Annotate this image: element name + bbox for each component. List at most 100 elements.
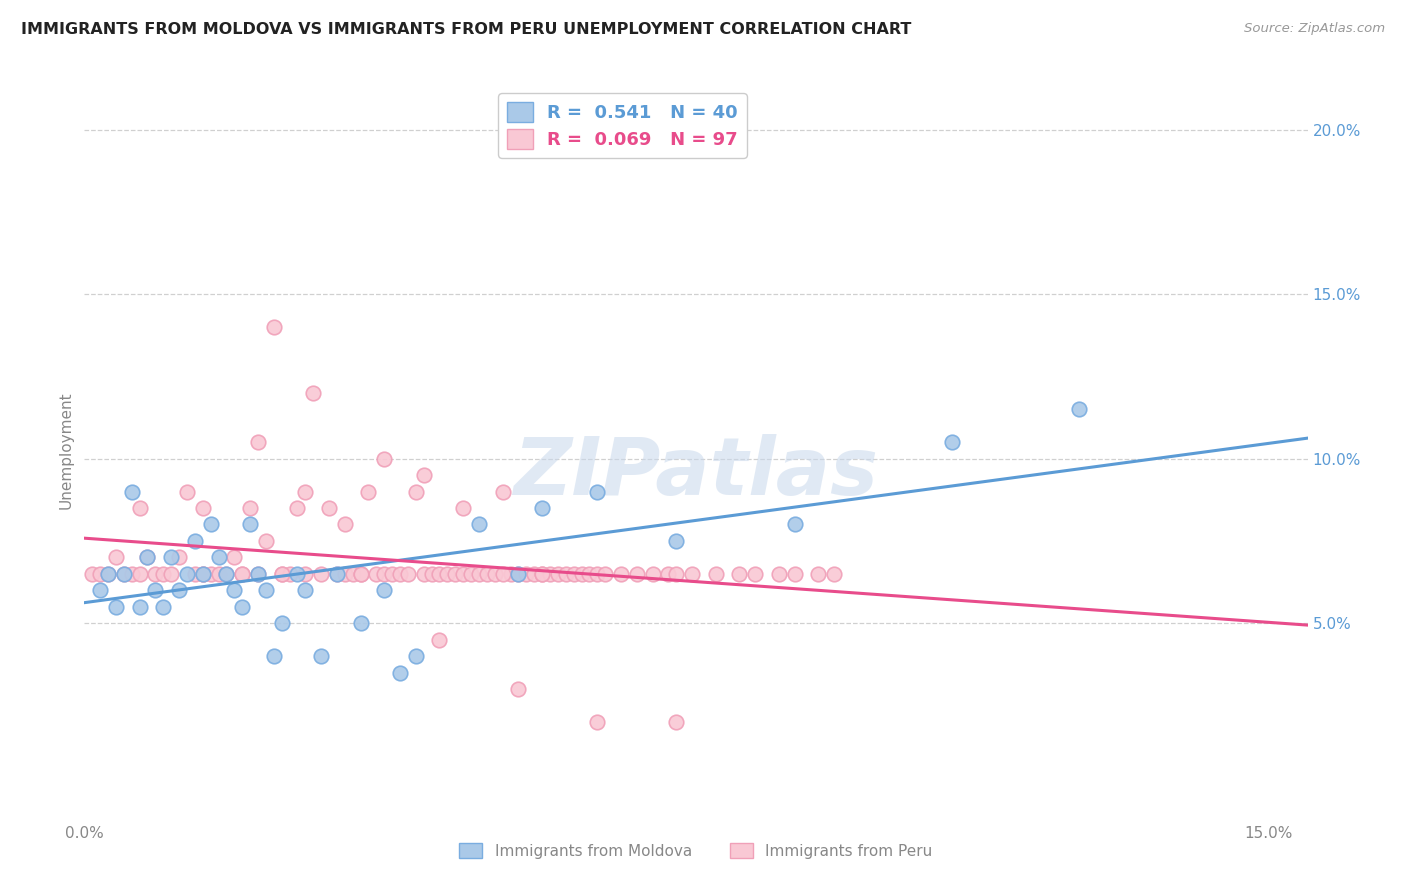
- Point: [523, 566, 546, 581]
- Point: [136, 550, 159, 565]
- Point: [207, 566, 229, 581]
- Point: [412, 468, 434, 483]
- Point: [104, 550, 127, 565]
- Point: [531, 566, 554, 581]
- Point: [207, 550, 229, 565]
- Point: [665, 533, 688, 548]
- Point: [807, 566, 830, 581]
- Point: [768, 566, 790, 581]
- Point: [215, 566, 238, 581]
- Point: [429, 566, 451, 581]
- Point: [97, 566, 120, 581]
- Point: [586, 566, 609, 581]
- Point: [89, 583, 111, 598]
- Point: [728, 566, 751, 581]
- Point: [184, 533, 207, 548]
- Point: [145, 583, 167, 598]
- Point: [128, 566, 150, 581]
- Point: [578, 566, 600, 581]
- Point: [176, 484, 198, 499]
- Point: [191, 566, 214, 581]
- Point: [641, 566, 664, 581]
- Point: [231, 599, 253, 614]
- Point: [451, 501, 474, 516]
- Point: [491, 566, 513, 581]
- Point: [121, 566, 143, 581]
- Point: [333, 566, 356, 581]
- Point: [657, 566, 679, 581]
- Point: [593, 566, 616, 581]
- Point: [460, 566, 482, 581]
- Point: [665, 714, 688, 729]
- Point: [82, 566, 104, 581]
- Point: [309, 649, 332, 664]
- Point: [231, 566, 253, 581]
- Point: [136, 550, 159, 565]
- Point: [167, 550, 190, 565]
- Point: [287, 501, 309, 516]
- Point: [554, 566, 576, 581]
- Point: [294, 583, 316, 598]
- Point: [224, 550, 246, 565]
- Point: [1067, 402, 1090, 417]
- Point: [263, 320, 285, 334]
- Point: [586, 484, 609, 499]
- Point: [287, 566, 309, 581]
- Point: [499, 566, 522, 581]
- Point: [475, 566, 498, 581]
- Point: [349, 616, 371, 631]
- Point: [200, 566, 222, 581]
- Point: [586, 714, 609, 729]
- Point: [326, 566, 349, 581]
- Point: [366, 566, 388, 581]
- Point: [538, 566, 561, 581]
- Point: [681, 566, 703, 581]
- Point: [823, 566, 845, 581]
- Point: [270, 566, 292, 581]
- Y-axis label: Unemployment: Unemployment: [58, 392, 73, 509]
- Point: [436, 566, 458, 581]
- Point: [562, 566, 585, 581]
- Point: [176, 566, 198, 581]
- Point: [224, 583, 246, 598]
- Point: [152, 599, 174, 614]
- Point: [342, 566, 364, 581]
- Point: [349, 566, 371, 581]
- Point: [484, 566, 506, 581]
- Point: [318, 501, 340, 516]
- Point: [326, 566, 349, 581]
- Point: [294, 566, 316, 581]
- Point: [531, 566, 554, 581]
- Point: [744, 566, 766, 581]
- Point: [515, 566, 537, 581]
- Point: [121, 484, 143, 499]
- Point: [783, 517, 806, 532]
- Point: [191, 566, 214, 581]
- Point: [128, 501, 150, 516]
- Point: [468, 517, 491, 532]
- Point: [508, 566, 530, 581]
- Point: [357, 484, 380, 499]
- Point: [665, 566, 688, 581]
- Text: Source: ZipAtlas.com: Source: ZipAtlas.com: [1244, 22, 1385, 36]
- Point: [349, 566, 371, 581]
- Point: [531, 501, 554, 516]
- Point: [112, 566, 135, 581]
- Legend: Immigrants from Moldova, Immigrants from Peru: Immigrants from Moldova, Immigrants from…: [453, 837, 939, 865]
- Point: [239, 517, 262, 532]
- Point: [184, 566, 207, 581]
- Point: [941, 435, 963, 450]
- Point: [160, 550, 183, 565]
- Point: [263, 649, 285, 664]
- Point: [704, 566, 727, 581]
- Text: IMMIGRANTS FROM MOLDOVA VS IMMIGRANTS FROM PERU UNEMPLOYMENT CORRELATION CHART: IMMIGRANTS FROM MOLDOVA VS IMMIGRANTS FR…: [21, 22, 911, 37]
- Point: [405, 649, 427, 664]
- Point: [373, 583, 395, 598]
- Point: [254, 583, 277, 598]
- Point: [373, 451, 395, 466]
- Point: [412, 566, 434, 581]
- Point: [405, 484, 427, 499]
- Point: [128, 599, 150, 614]
- Point: [160, 566, 183, 581]
- Point: [610, 566, 633, 581]
